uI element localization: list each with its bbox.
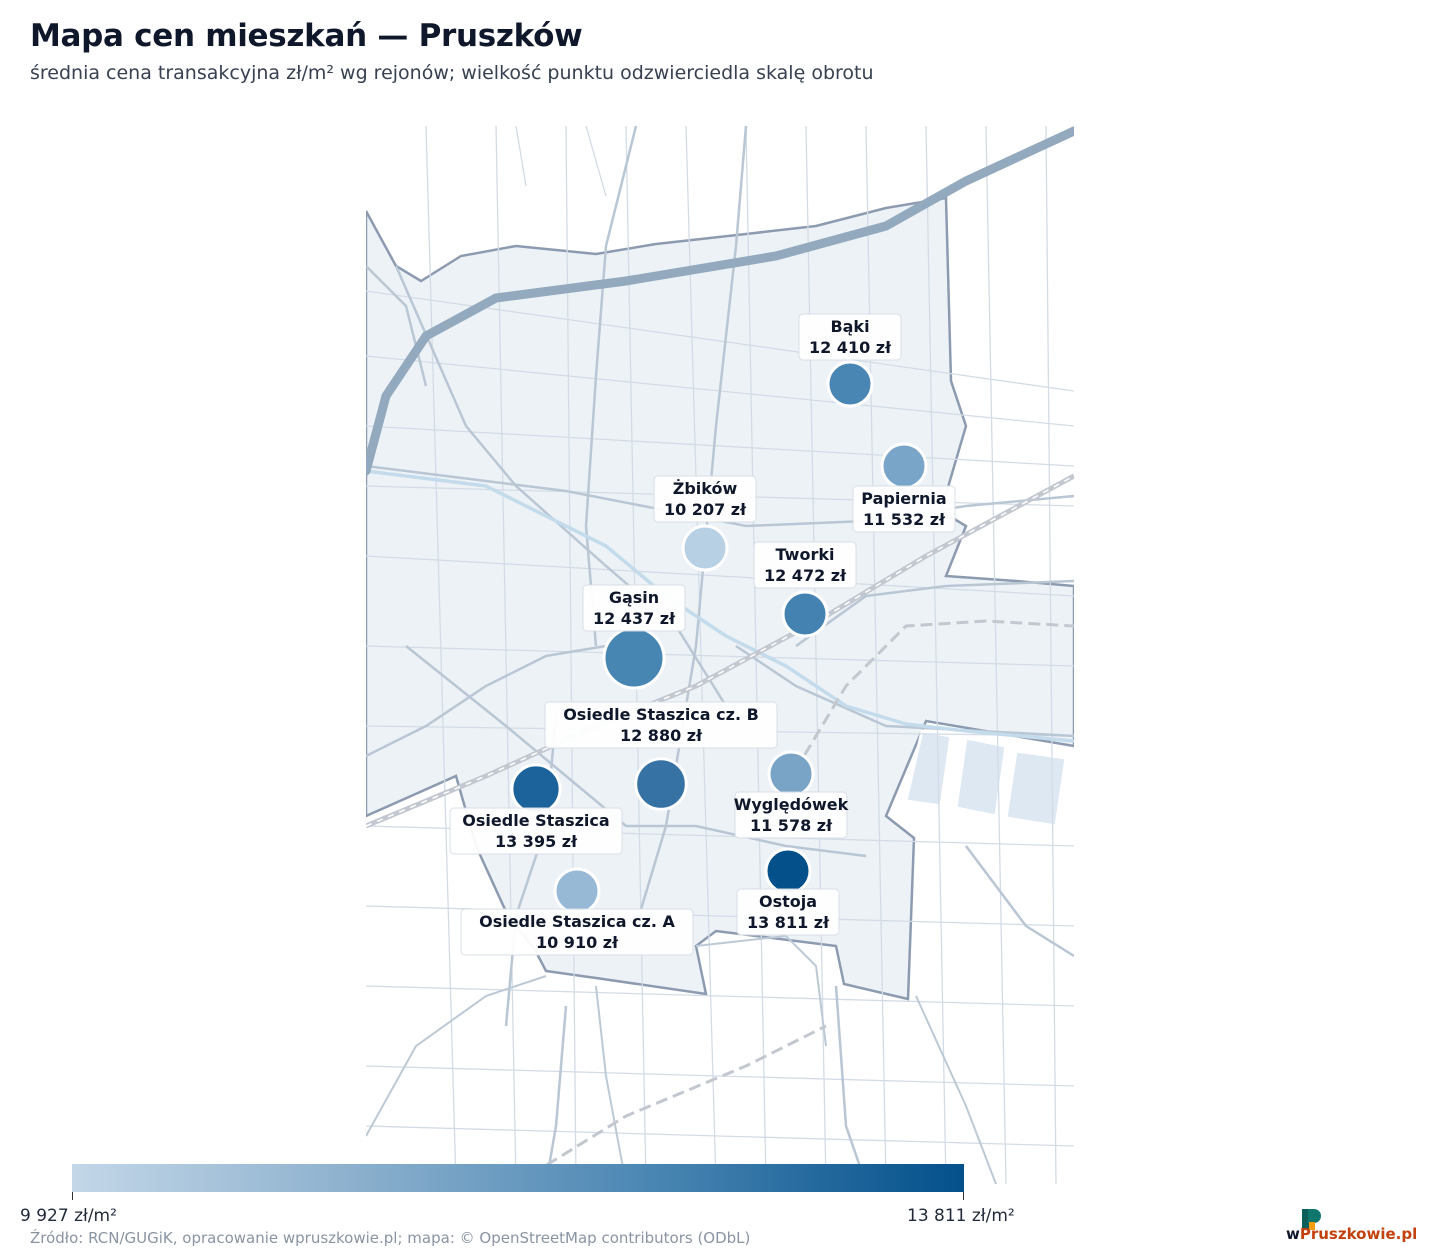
district-marker-bąki[interactable]: [826, 360, 874, 408]
district-marker-wyględówek[interactable]: [767, 750, 815, 798]
district-label-bąki: Bąki 12 410 zł: [798, 313, 902, 361]
brand-w: w: [1286, 1225, 1300, 1243]
brand-logo[interactable]: wPruszkowie.pl: [1286, 1208, 1417, 1246]
legend-tick-min: [72, 1192, 73, 1200]
district-label-gąsin: Gąsin 12 437 zł: [582, 584, 686, 632]
district-marker-gąsin[interactable]: [602, 626, 666, 690]
brand-text: wPruszkowie.pl: [1286, 1225, 1417, 1243]
district-marker-papiernia[interactable]: [880, 442, 928, 490]
railway: [366, 473, 1074, 829]
industrial-blocks: [904, 729, 1068, 828]
district-price: 12 410 zł: [809, 338, 892, 357]
south-roads: [366, 934, 997, 1184]
map-canvas[interactable]: Bąki 12 410 zł Papiernia 11 532 zł Żbików 10 …: [366, 126, 1074, 1184]
district-price: 11 578 zł: [750, 816, 833, 835]
district-marker-żbików[interactable]: [681, 524, 729, 572]
legend-tick-max: [963, 1192, 964, 1200]
district-label-wyględówek: Wyględówek 11 578 zł: [734, 791, 849, 839]
city-area: [366, 196, 1074, 1001]
district-name: Gąsin: [609, 588, 659, 607]
district-label-ostoja: Ostoja 13 811 zł: [736, 888, 840, 936]
district-label-box: [753, 541, 857, 589]
district-label-osiedle-staszica-cz-b: Osiedle Staszica cz. B 12 880 zł: [544, 701, 778, 749]
district-name: Ostoja: [759, 892, 817, 911]
district-marker-tworki[interactable]: [781, 590, 829, 638]
source-note: Źródło: RCN/GUGiK, opracowanie wpruszkow…: [30, 1229, 751, 1247]
expressway: [366, 126, 1074, 476]
district-label-box: [544, 701, 778, 749]
district-name: Osiedle Staszica cz. A: [479, 912, 675, 931]
district-price: 11 532 zł: [863, 510, 946, 529]
district-name: Tworki: [776, 545, 835, 564]
district-price: 12 472 zł: [764, 566, 847, 585]
page-title: Mapa cen mieszkań — Pruszków: [30, 18, 583, 54]
district-label-box: [460, 908, 694, 956]
district-price: 13 811 zł: [747, 913, 830, 932]
district-label-box: [653, 475, 757, 523]
district-label-box: [449, 807, 623, 855]
district-label-żbików: Żbików 10 207 zł: [653, 475, 757, 523]
district-price: 12 880 zł: [620, 726, 703, 745]
page-subtitle: średnia cena transakcyjna zł/m² wg rejon…: [30, 62, 874, 84]
legend-min-label: 9 927 zł/m²: [20, 1206, 117, 1226]
district-markers: Bąki 12 410 zł Papiernia 11 532 zł Żbików 10 …: [449, 313, 956, 956]
district-label-osiedle-staszica: Osiedle Staszica 13 395 zł: [449, 807, 623, 855]
district-name: Żbików: [673, 479, 738, 498]
district-label-box: [582, 584, 686, 632]
district-price: 13 395 zł: [495, 832, 578, 851]
map-view[interactable]: Bąki 12 410 zł Papiernia 11 532 zł Żbików 10 …: [366, 126, 1074, 1184]
brand-mark-icon: [1302, 1209, 1321, 1230]
district-name: Osiedle Staszica cz. B: [563, 705, 759, 724]
district-label-box: [798, 313, 902, 361]
district-marker-osiedle-staszica-cz-b[interactable]: [634, 757, 688, 811]
district-price: 12 437 zł: [593, 609, 676, 628]
district-label-tworki: Tworki 12 472 zł: [753, 541, 857, 589]
district-price: 10 207 zł: [664, 500, 747, 519]
district-price: 10 910 zł: [536, 933, 619, 952]
district-name: Osiedle Staszica: [462, 811, 609, 830]
district-marker-osiedle-staszica-cz-a[interactable]: [553, 867, 601, 915]
district-label-osiedle-staszica-cz-a: Osiedle Staszica cz. A 10 910 zł: [460, 908, 694, 956]
district-name: Bąki: [830, 317, 869, 336]
district-label-box: [734, 791, 848, 839]
brand-rest: Pruszkowie.pl: [1299, 1225, 1418, 1243]
district-name: Papiernia: [861, 489, 946, 508]
district-marker-ostoja[interactable]: [764, 847, 812, 895]
district-name: Wyględówek: [734, 795, 849, 814]
legend-max-label: 13 811 zł/m²: [907, 1206, 1015, 1226]
district-label-box: [852, 485, 956, 533]
district-label-box: [736, 888, 840, 936]
district-label-papiernia: Papiernia 11 532 zł: [852, 485, 956, 533]
color-scale-bar: [72, 1164, 964, 1192]
district-marker-osiedle-staszica[interactable]: [510, 763, 562, 815]
railway-south: [515, 1024, 827, 1184]
